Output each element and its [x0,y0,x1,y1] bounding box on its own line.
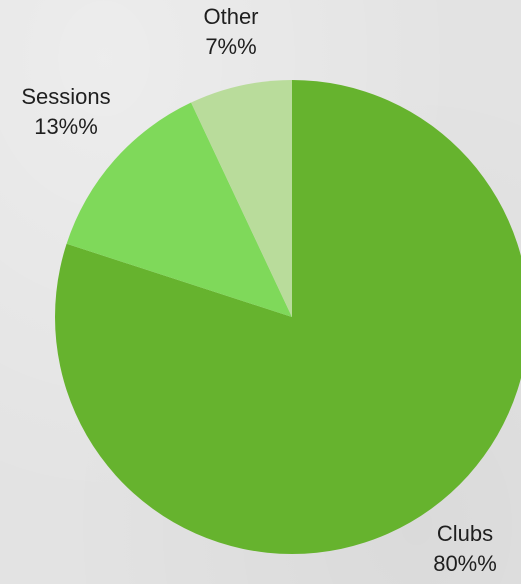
pie-slice-sessions [66,102,292,317]
pie-label-value: 13%% [34,114,98,139]
pie-label-value: 80%% [433,551,497,576]
pie-slice-clubs [55,80,521,554]
pie-label-name: Other [203,4,258,29]
pie-label-clubs: Clubs 80%% [433,521,497,576]
pie-label-value: 7%% [205,34,256,59]
pie-labels: Clubs 80%% Sessions 13%% Other 7%% [21,4,496,576]
pie-label-name: Clubs [437,521,493,546]
pie-label-sessions: Sessions 13%% [21,84,110,139]
pie-label-name: Sessions [21,84,110,109]
pie-label-other: Other 7%% [203,4,258,59]
pie-slice-other [191,80,292,317]
pie-slices [55,80,521,554]
